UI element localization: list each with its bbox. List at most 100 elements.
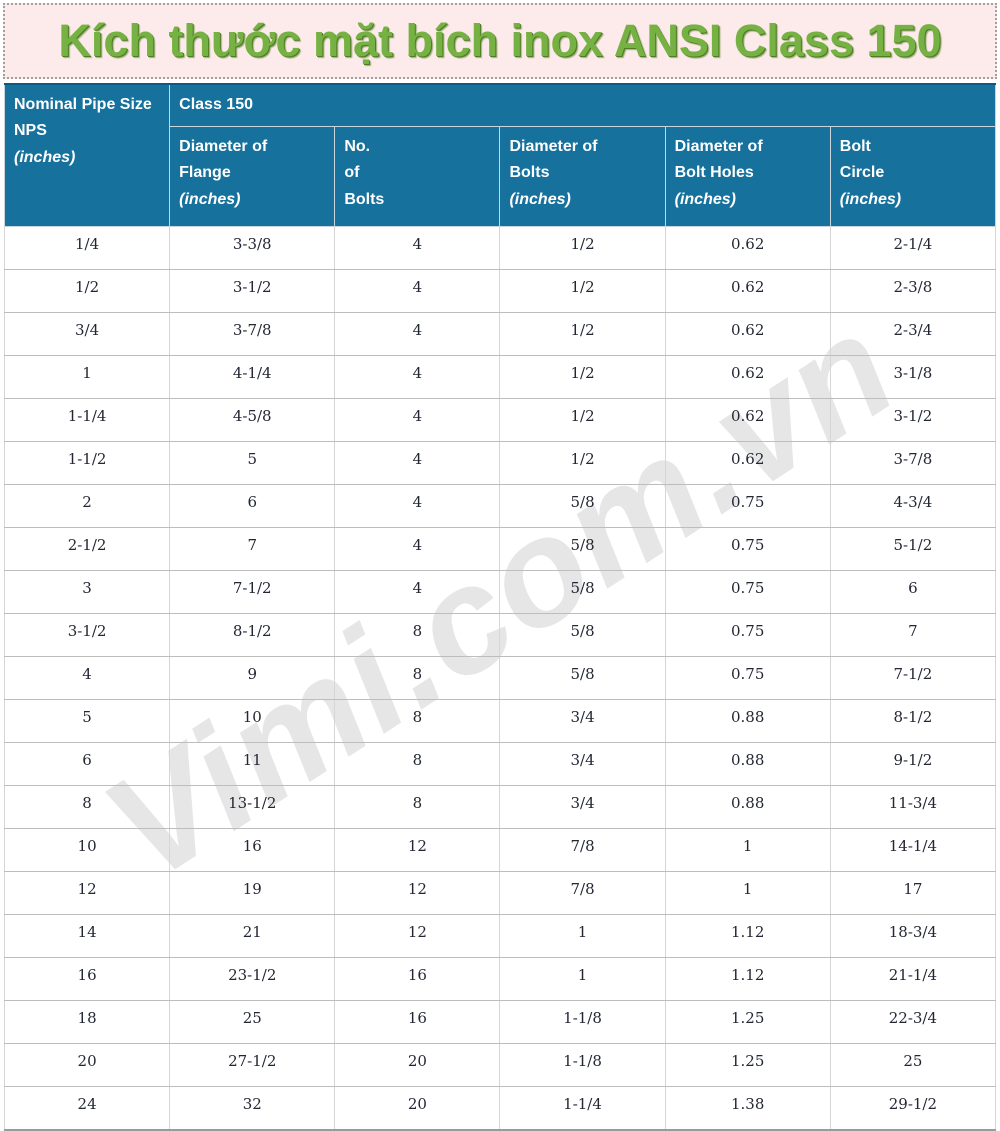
table-cell: 4 [334,570,501,614]
table-cell: 4-3/4 [829,484,997,528]
header-line: No. [344,138,371,155]
table-cell: 0.88 [664,785,831,829]
table-cell: 10 [3,828,171,872]
table-cell: 8-1/2 [169,613,336,657]
table-cell: 5/8 [499,613,666,657]
table-cell: 22-3/4 [829,1000,997,1044]
header-line: Bolt Holes [674,164,754,182]
col-header-class-150: Class 150 [169,83,996,127]
table-cell: 8 [3,785,171,829]
header-row-sub: Diameter of Flange (inches) No. of Bolts Diame… [5,126,997,227]
table-row: 3/4 3-7/8 4 1/2 0.62 2-3/4 [3,312,997,356]
table-cell: 3-7/8 [829,441,997,485]
table-cell: 20 [334,1086,501,1131]
table-row: 5 10 8 3/4 0.88 8-1/2 [3,699,997,743]
table-cell: 1/2 [499,441,666,485]
table-cell: 6 [169,484,336,528]
table-cell: 1.12 [664,914,831,958]
table-row: 14 21 12 1 1.12 18-3/4 [3,914,997,958]
header-line: Flange [179,164,231,182]
col-header-nominal-pipe-size: Nominal Pipe Size NPS (inches) [3,83,171,227]
table-cell: 4 [334,269,501,313]
table-row: 16 23-1/2 16 1 1.12 21-1/4 [3,957,997,1001]
table-row: 1-1/4 4-5/8 4 1/2 0.62 3-1/2 [3,398,997,442]
header-line: Diameter of [674,138,763,155]
table-cell: 4 [334,398,501,442]
table-cell: 1-1/8 [499,1043,666,1087]
table-cell: 4 [3,656,171,700]
table-cell: 19 [169,871,336,915]
table-row: 20 27-1/2 20 1-1/8 1.25 25 [3,1043,997,1087]
table-cell: 0.75 [664,484,831,528]
table-cell: 12 [334,828,501,872]
table-cell: 5/8 [499,527,666,571]
table-cell: 1/2 [499,312,666,356]
table-cell: 5/8 [499,484,666,528]
table-cell: 25 [169,1000,336,1044]
table-cell: 1-1/4 [499,1086,666,1131]
table-cell: 16 [3,957,171,1001]
header-line: Diameter of [179,138,268,155]
table-cell: 0.62 [664,269,831,313]
table-cell: 0.62 [664,441,831,485]
table-cell: 27-1/2 [169,1043,336,1087]
table-cell: 3/4 [499,742,666,786]
table-cell: 1.25 [664,1043,831,1087]
header-line: Nominal Pipe Size [14,96,152,113]
table-cell: 1/2 [499,355,666,399]
table-cell: 7/8 [499,828,666,872]
table-cell: 17 [829,871,997,915]
table-cell: 1 [499,957,666,1001]
table-cell: 2-3/8 [829,269,997,313]
table-cell: 5 [3,699,171,743]
header-line: NPS [14,122,47,140]
table-cell: 1 [499,914,666,958]
title-banner: Kích thước mặt bích inox ANSI Class 150 [3,3,997,79]
table-row: 3 7-1/2 4 5/8 0.75 6 [3,570,997,614]
table-cell: 1.25 [664,1000,831,1044]
table-cell: 4 [334,441,501,485]
table-cell: 1/2 [3,269,171,313]
table-cell: 1/2 [499,269,666,313]
table-cell: 0.75 [664,613,831,657]
header-unit: (inches) [14,148,76,166]
table-cell: 1/4 [3,226,171,270]
header-line: Bolts [509,164,550,182]
table-row: 1/4 3-3/8 4 1/2 0.62 2-1/4 [3,226,997,270]
table-cell: 0.75 [664,656,831,700]
table-cell: 0.62 [664,312,831,356]
table-cell: 12 [3,871,171,915]
table-cell: 2-3/4 [829,312,997,356]
table-cell: 4 [334,312,501,356]
table-row: 24 32 20 1-1/4 1.38 29-1/2 [3,1086,997,1131]
table-cell: 16 [334,957,501,1001]
table-cell: 0.75 [664,570,831,614]
header-unit: (inches) [509,190,571,208]
table-cell: 3/4 [3,312,171,356]
table-cell: 1 [3,355,171,399]
header-unit: (inches) [179,190,241,208]
table-cell: 21 [169,914,336,958]
table-cell: 8 [334,656,501,700]
table-cell: 3-1/2 [829,398,997,442]
table-cell: 8-1/2 [829,699,997,743]
table-cell: 5/8 [499,570,666,614]
table-cell: 20 [3,1043,171,1087]
table-cell: 5/8 [499,656,666,700]
table-cell: 7 [169,527,336,571]
table-cell: 11-3/4 [829,785,997,829]
table-cell: 3-7/8 [169,312,336,356]
header-unit: (inches) [839,190,902,208]
table-cell: 1-1/8 [499,1000,666,1044]
col-header-bolt-circle: Bolt Circle (inches) [829,126,997,227]
table-row: 2 6 4 5/8 0.75 4-3/4 [3,484,997,528]
table-cell: 29-1/2 [829,1086,997,1131]
table-cell: 0.88 [664,699,831,743]
table-cell: 7-1/2 [169,570,336,614]
table-cell: 4 [334,226,501,270]
header-line: Circle [839,164,885,182]
header-unit: (inches) [674,190,736,208]
table-cell: 6 [3,742,171,786]
table-cell: 7 [829,613,997,657]
table-header: Nominal Pipe Size NPS (inches) Class 150 D… [3,83,997,227]
